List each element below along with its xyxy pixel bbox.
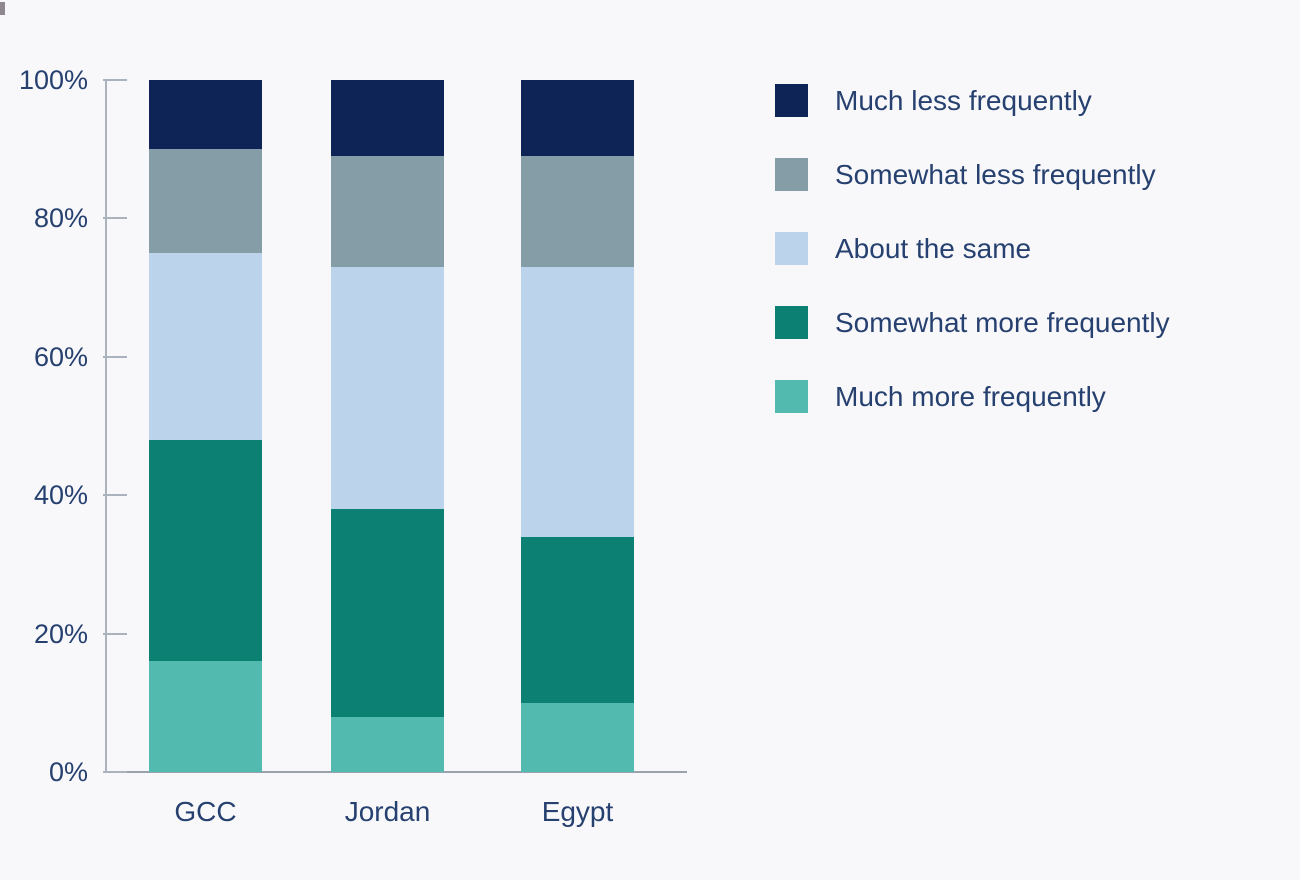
legend-item: Much more frequently [775,380,1106,413]
y-axis-tick [103,494,127,497]
y-axis-tick-label: 60% [33,341,88,372]
bar-segment-egypt-much-more-frequently [521,702,634,772]
x-axis-line [105,771,687,773]
legend-swatch-about-the-same [775,232,808,265]
legend-label: Somewhat less frequently [835,159,1156,190]
y-axis-tick [103,79,127,81]
bar-segment-jordan-somewhat-more-frequently [331,509,444,717]
x-axis-category-label: Egypt [541,796,614,827]
bar-segment-jordan-somewhat-less-frequently [331,156,444,267]
legend-label: Somewhat more frequently [835,307,1170,338]
legend-item: About the same [775,232,1031,265]
bar-segment-egypt-somewhat-more-frequently [521,536,634,703]
legend-swatch-much-more-frequently [775,380,808,413]
bar-segment-egypt-about-the-same [521,266,634,537]
legend-item: Somewhat less frequently [775,158,1156,191]
y-axis-tick [103,217,127,220]
bar-segment-jordan-about-the-same [331,266,444,510]
y-axis-tick [103,771,127,773]
y-axis-line [105,80,107,773]
bar-segment-gcc-much-less-frequently [149,80,262,150]
legend-label: About the same [835,233,1032,264]
legend-swatch-somewhat-less-frequently [775,158,808,191]
legend-item: Much less frequently [775,84,1092,117]
y-axis-tick-label: 20% [33,618,88,649]
y-axis-tick [103,355,127,358]
legend-item: Somewhat more frequently [775,306,1170,339]
bar-segment-egypt-somewhat-less-frequently [521,156,634,267]
y-axis-tick-label: 0% [48,757,88,787]
bar-segment-gcc-somewhat-less-frequently [149,149,262,253]
bar-segment-jordan-much-less-frequently [331,80,444,157]
legend-swatch-somewhat-more-frequently [775,306,808,339]
x-axis-category-label: Jordan [344,796,431,827]
y-axis-tick-label: 40% [33,480,88,511]
x-axis-category-label: GCC [174,796,237,827]
bar-segment-gcc-about-the-same [149,253,262,440]
bar-segment-egypt-much-less-frequently [521,80,634,157]
bar-segment-gcc-much-more-frequently [149,661,262,772]
bar-segment-jordan-much-more-frequently [331,716,444,772]
y-axis-tick [103,632,127,635]
y-axis-tick-label: 100% [18,65,88,95]
legend-label: Much less frequently [835,85,1092,116]
bar-segment-gcc-somewhat-more-frequently [149,439,262,662]
legend-label: Much more frequently [835,381,1106,412]
scan-artifact [0,2,5,15]
legend-swatch-much-less-frequently [775,84,808,117]
y-axis-tick-label: 80% [33,203,88,234]
